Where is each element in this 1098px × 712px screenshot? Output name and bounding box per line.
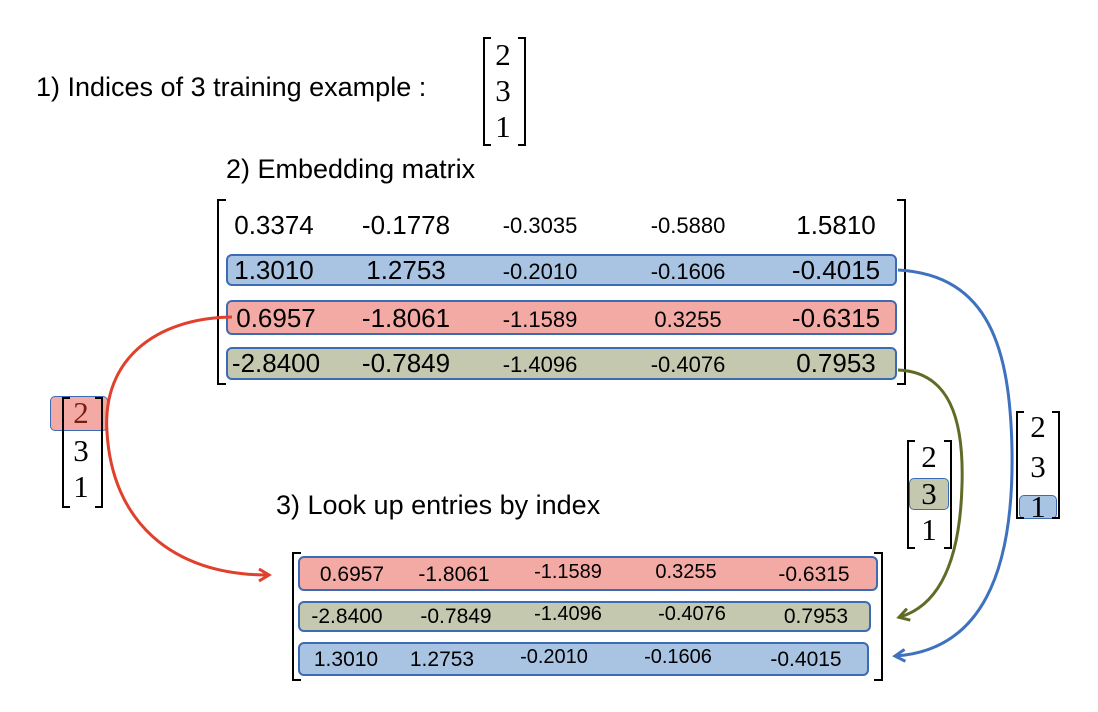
left-bracket xyxy=(292,552,301,681)
left-bracket xyxy=(62,397,70,508)
embedding-row-2-highlight xyxy=(226,300,897,335)
index-value: 2 xyxy=(495,37,511,72)
result-cell: 0.6957 xyxy=(319,563,385,586)
left-bracket xyxy=(217,199,226,385)
matrix-cell: -0.1778 xyxy=(361,210,451,240)
matrix-cell: 0.6957 xyxy=(236,303,316,333)
result-cell: -0.1606 xyxy=(644,646,712,668)
index-value: 2 xyxy=(921,439,937,474)
result-cell: -1.4096 xyxy=(534,603,602,625)
embedding-row-1-highlight xyxy=(226,254,897,286)
result-cell: -0.4076 xyxy=(658,603,726,625)
matrix-cell: -0.3035 xyxy=(502,213,578,238)
lookup-row-1-highlight xyxy=(298,601,871,632)
index-value: 2 xyxy=(1030,409,1046,444)
matrix-cell: 0.7953 xyxy=(796,348,876,378)
result-cell: -0.2010 xyxy=(520,646,588,668)
embedding-row-3-highlight xyxy=(226,347,897,380)
result-cell: -1.1589 xyxy=(534,561,602,583)
index-value: 1 xyxy=(495,109,511,144)
red-lookup-arrow xyxy=(105,315,268,575)
result-cell: -1.8061 xyxy=(418,563,490,586)
matrix-cell: -1.1589 xyxy=(502,307,578,332)
matrix-cell: 0.3255 xyxy=(654,307,722,332)
step1-label: 1) Indices of 3 training example : xyxy=(36,72,427,102)
right-bracket xyxy=(874,552,883,681)
left-bracket xyxy=(1016,411,1024,519)
index-value: 1 xyxy=(1030,489,1046,524)
right-vector-highlight xyxy=(1019,495,1057,519)
matrix-cell: -1.8061 xyxy=(361,303,451,333)
left-bracket xyxy=(483,37,491,146)
right-bracket xyxy=(1052,411,1060,519)
index-value: 3 xyxy=(73,433,89,468)
index-value: 3 xyxy=(1030,449,1046,484)
matrix-cell: 1.2753 xyxy=(366,255,446,285)
result-cell: 1.2753 xyxy=(409,648,475,671)
matrix-cell: -0.6315 xyxy=(791,303,881,333)
matrix-cell: -0.4015 xyxy=(791,255,881,285)
lookup-row-2-highlight xyxy=(298,642,869,676)
result-cell: 1.3010 xyxy=(313,648,379,671)
matrix-cell: -1.4096 xyxy=(502,352,578,377)
index-value: 1 xyxy=(921,512,937,547)
result-cell: -0.7849 xyxy=(420,605,492,628)
matrix-cell: 1.3010 xyxy=(234,255,314,285)
matrix-cell: -0.4076 xyxy=(650,352,726,377)
matrix-cell: -0.7849 xyxy=(361,348,451,378)
matrix-cell: -2.8400 xyxy=(231,348,321,378)
matrix-cell: -0.1606 xyxy=(650,259,726,284)
index-value: 3 xyxy=(921,476,937,511)
blue-lookup-arrow xyxy=(896,268,1014,656)
step3-label: 3) Look up entries by index xyxy=(276,490,601,520)
index-value: 2 xyxy=(73,395,89,430)
matrix-cell: 0.3374 xyxy=(234,210,314,240)
index-value: 1 xyxy=(73,469,89,504)
right-bracket xyxy=(897,199,906,385)
result-cell: 0.3255 xyxy=(655,561,717,583)
right-bracket xyxy=(518,37,526,146)
matrix-cell: -0.5880 xyxy=(650,213,726,238)
right-bracket xyxy=(95,397,103,508)
left-bracket xyxy=(907,440,915,549)
result-cell: -2.8400 xyxy=(311,605,383,628)
result-cell: -0.6315 xyxy=(778,563,850,586)
green-lookup-arrow xyxy=(898,368,964,617)
index-value: 3 xyxy=(495,73,511,108)
step2-label: 2) Embedding matrix xyxy=(226,154,476,184)
lookup-row-0-highlight xyxy=(298,556,878,591)
right-bracket xyxy=(944,440,952,549)
matrix-cell: 1.5810 xyxy=(796,210,876,240)
middle-vector-highlight xyxy=(909,478,949,510)
matrix-cell: -0.2010 xyxy=(502,259,578,284)
left-vector-highlight xyxy=(50,396,108,431)
result-cell: -0.4015 xyxy=(770,648,842,671)
result-cell: 0.7953 xyxy=(783,605,849,628)
